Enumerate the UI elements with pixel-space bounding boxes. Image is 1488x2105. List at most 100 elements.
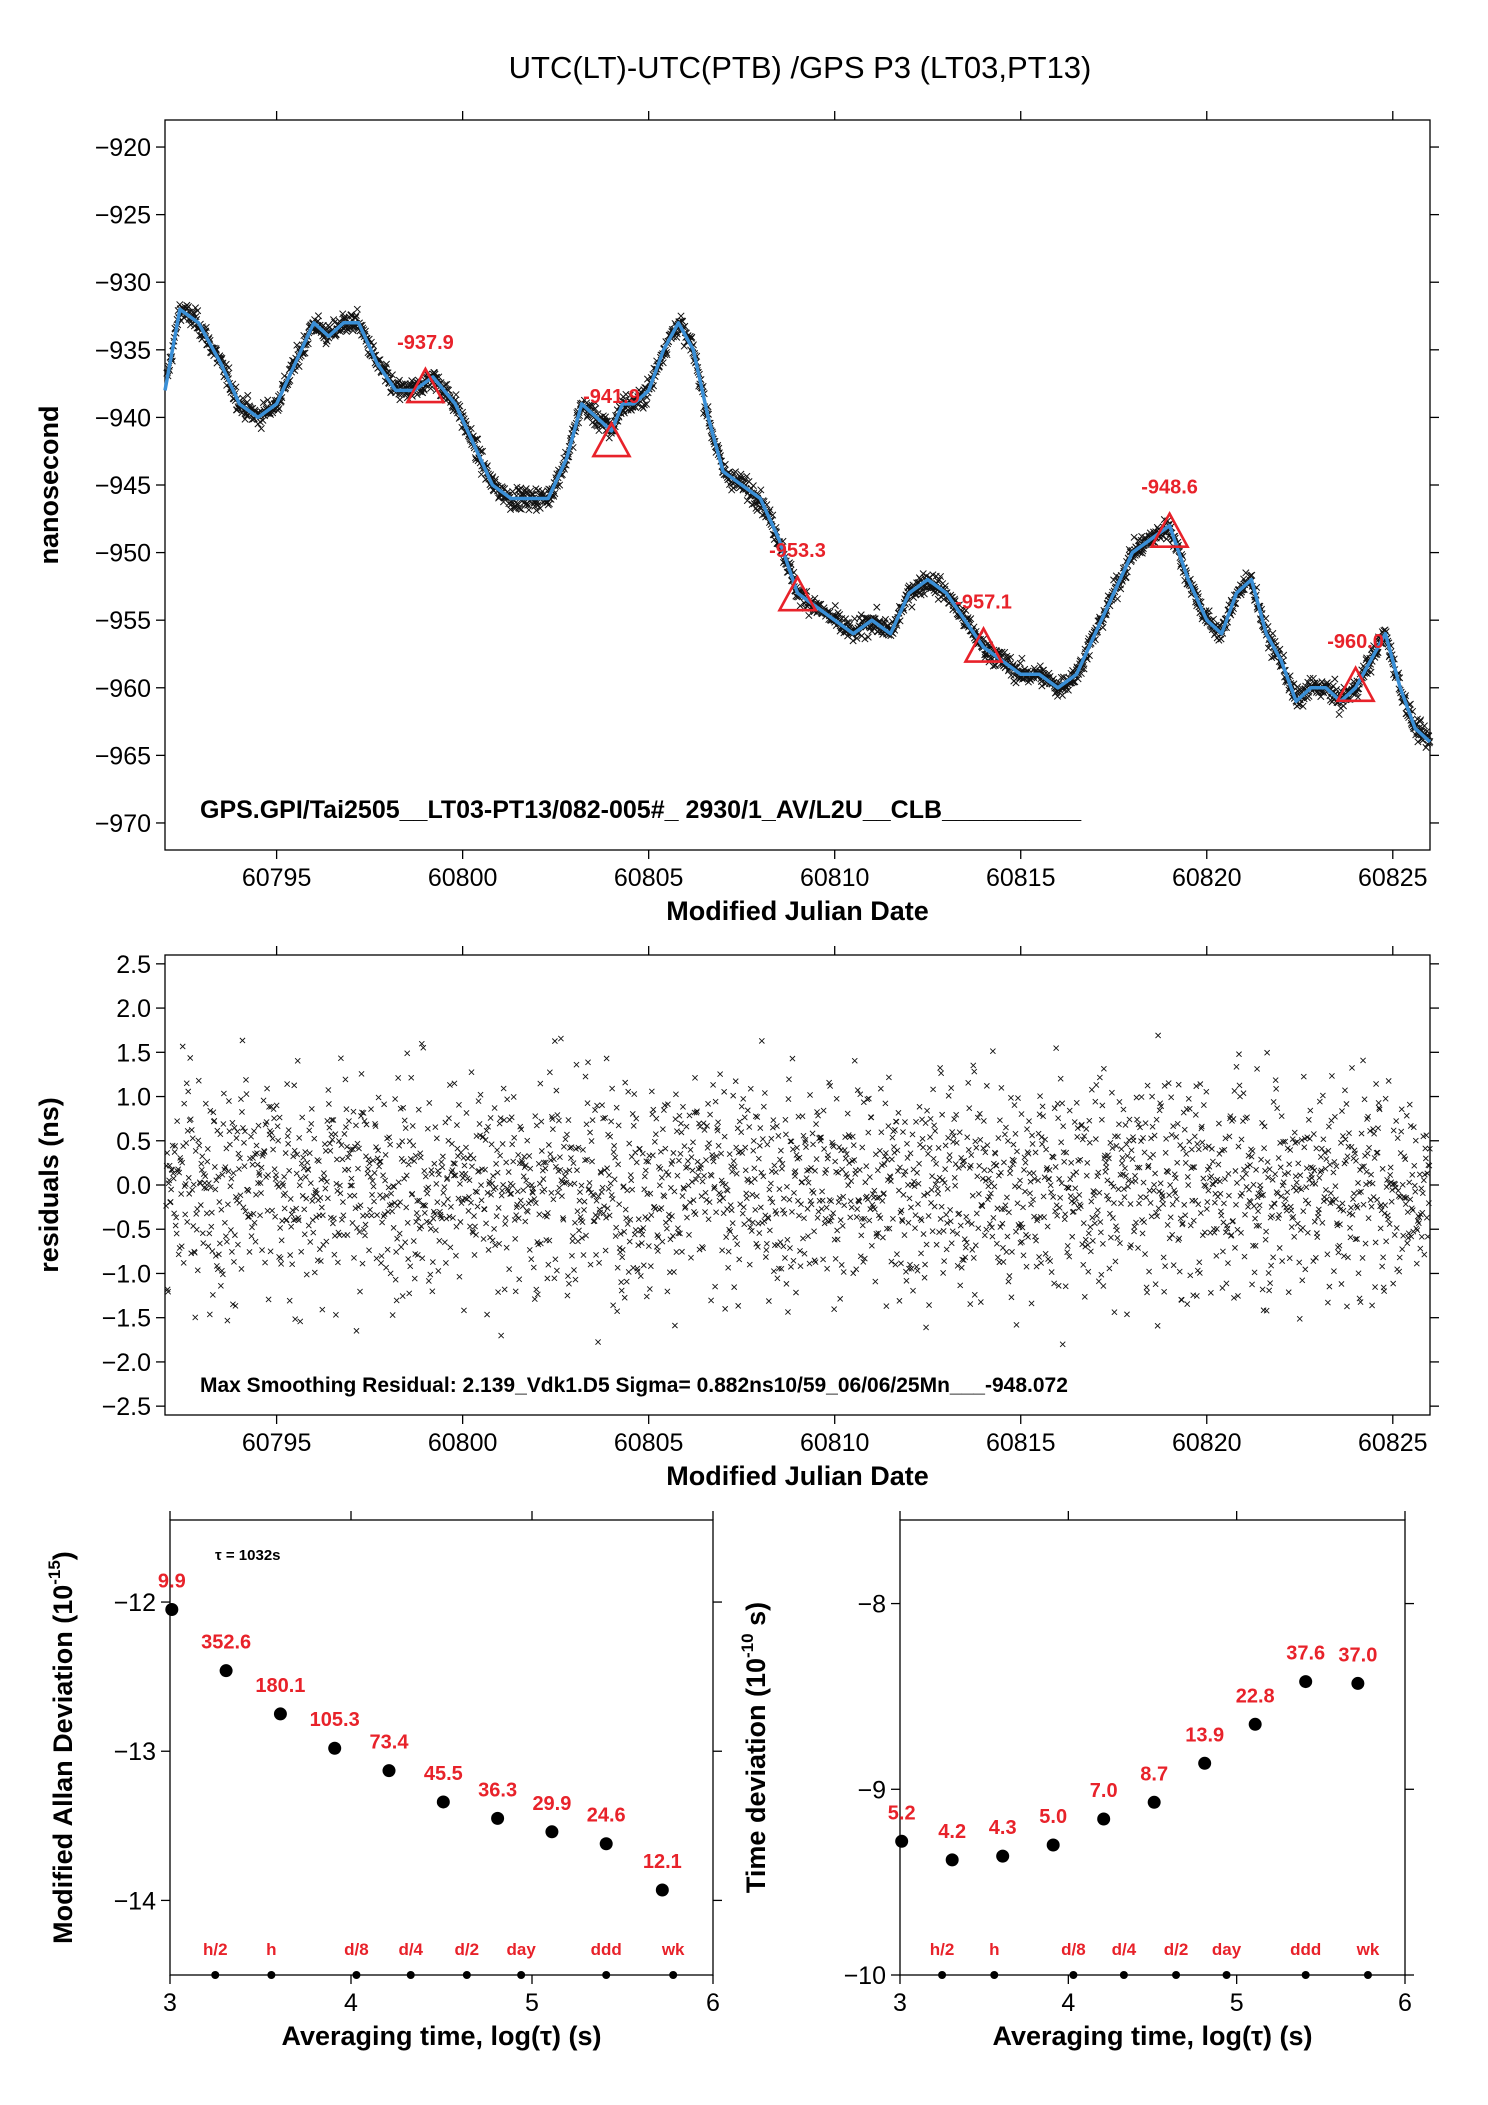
res-residual-point (232, 1232, 238, 1239)
res-residual-point (278, 1260, 285, 1267)
res-residual-point (828, 1198, 835, 1205)
res-residual-point (284, 1133, 291, 1140)
res-residual-point (708, 1297, 715, 1304)
res-residual-point (1133, 1219, 1139, 1226)
res-residual-point (357, 1202, 364, 1209)
res-residual-point (1166, 1192, 1173, 1199)
res-residual-point (756, 1142, 763, 1149)
res-residual-point (218, 1206, 225, 1213)
res-residual-point (659, 1126, 666, 1133)
res-residual-point (508, 1190, 515, 1197)
res-residual-point (766, 1227, 773, 1234)
res-residual-point (1395, 1187, 1402, 1194)
res-residual-point (985, 1175, 992, 1182)
res-residual-point (913, 1118, 919, 1125)
res-residual-point (429, 1259, 436, 1266)
res-residual-point (369, 1191, 375, 1198)
res-residual-point (1274, 1105, 1281, 1112)
res-residual-point (1403, 1112, 1410, 1119)
res-residual-point (217, 1131, 224, 1138)
res-residual-point (921, 1274, 928, 1281)
res-residual-point (807, 1091, 813, 1098)
res-residual-point (654, 1248, 661, 1254)
res-residual-point (1379, 1263, 1386, 1270)
res-residual-point (1013, 1321, 1020, 1328)
res-residual-point (502, 1215, 509, 1221)
res-residual-point (971, 1068, 978, 1075)
res-residual-point (1324, 1251, 1331, 1258)
res-residual-point (281, 1173, 288, 1180)
res-residual-point (1017, 1177, 1023, 1184)
res-residual-point (1322, 1187, 1329, 1193)
res-residual-point (613, 1224, 620, 1231)
res-residual-point (190, 1181, 197, 1188)
res-residual-point (339, 1156, 346, 1163)
res-residual-point (411, 1275, 418, 1282)
res-residual-point (1184, 1173, 1191, 1180)
res-residual-point (572, 1219, 578, 1226)
res-residual-point (877, 1085, 884, 1092)
res-residual-point (729, 1220, 736, 1227)
res-residual-point (744, 1107, 751, 1114)
res-residual-point (805, 1179, 812, 1186)
res-residual-point (1305, 1116, 1312, 1123)
res-residual-point (905, 1219, 912, 1226)
res-residual-point (787, 1138, 794, 1145)
res-residual-point (1231, 1088, 1238, 1094)
res-residual-point (626, 1140, 633, 1147)
res-residual-point (610, 1302, 617, 1309)
res-residual-point (343, 1106, 350, 1113)
res-residual-point (683, 1123, 690, 1130)
res-residual-point (853, 1214, 860, 1220)
res-residual-point (1132, 1178, 1139, 1184)
main-xtick-label: 60815 (986, 864, 1056, 892)
res-residual-point (782, 1116, 789, 1123)
res-residual-point (786, 1196, 793, 1203)
res-residual-point (614, 1264, 621, 1271)
res-residual-point (1178, 1297, 1185, 1303)
res-residual-point (433, 1135, 440, 1142)
res-residual-point (421, 1210, 428, 1216)
res-residual-point (179, 1159, 186, 1166)
res-residual-point (1184, 1301, 1191, 1307)
res-residual-point (1398, 1128, 1405, 1135)
res-residual-point (910, 1287, 916, 1294)
res-residual-point (626, 1238, 633, 1245)
res-residual-point (982, 1177, 989, 1184)
res-residual-point (1006, 1273, 1013, 1279)
res-residual-point (948, 1085, 955, 1091)
res-residual-point (1126, 1116, 1133, 1123)
main-ytick-label: −955 (95, 607, 151, 635)
res-residual-point (241, 1139, 247, 1146)
res-residual-point (734, 1241, 741, 1248)
main-measurement-point (1309, 674, 1317, 682)
res-residual-point (1200, 1102, 1207, 1108)
res-residual-point (428, 1171, 435, 1177)
res-residual-point (1246, 1186, 1252, 1193)
res-residual-point (820, 1256, 827, 1263)
res-residual-point (233, 1193, 239, 1200)
res-residual-point (758, 1037, 765, 1044)
res-residual-point (846, 1160, 853, 1166)
res-residual-point (1390, 1127, 1397, 1134)
res-residual-point (1270, 1099, 1277, 1105)
res-residual-point (1412, 1137, 1419, 1144)
res-residual-point (702, 1209, 708, 1215)
res-residual-point (645, 1243, 652, 1249)
res-residual-point (673, 1091, 679, 1098)
res-residual-point (1143, 1284, 1150, 1291)
res-residual-point (650, 1106, 657, 1113)
res-residual-point (1355, 1270, 1362, 1277)
res-residual-point (1103, 1164, 1110, 1171)
res-residual-point (358, 1070, 365, 1077)
res-residual-point (765, 1298, 772, 1305)
res-residual-point (647, 1263, 654, 1270)
res-residual-point (672, 1322, 678, 1329)
res-residual-point (1187, 1222, 1194, 1229)
res-residual-point (1194, 1141, 1201, 1147)
res-residual-point (1323, 1156, 1330, 1162)
res-residual-point (1069, 1233, 1076, 1240)
res-residual-point (1082, 1236, 1089, 1243)
res-residual-point (1286, 1161, 1293, 1168)
main-measurement-point (257, 424, 265, 433)
